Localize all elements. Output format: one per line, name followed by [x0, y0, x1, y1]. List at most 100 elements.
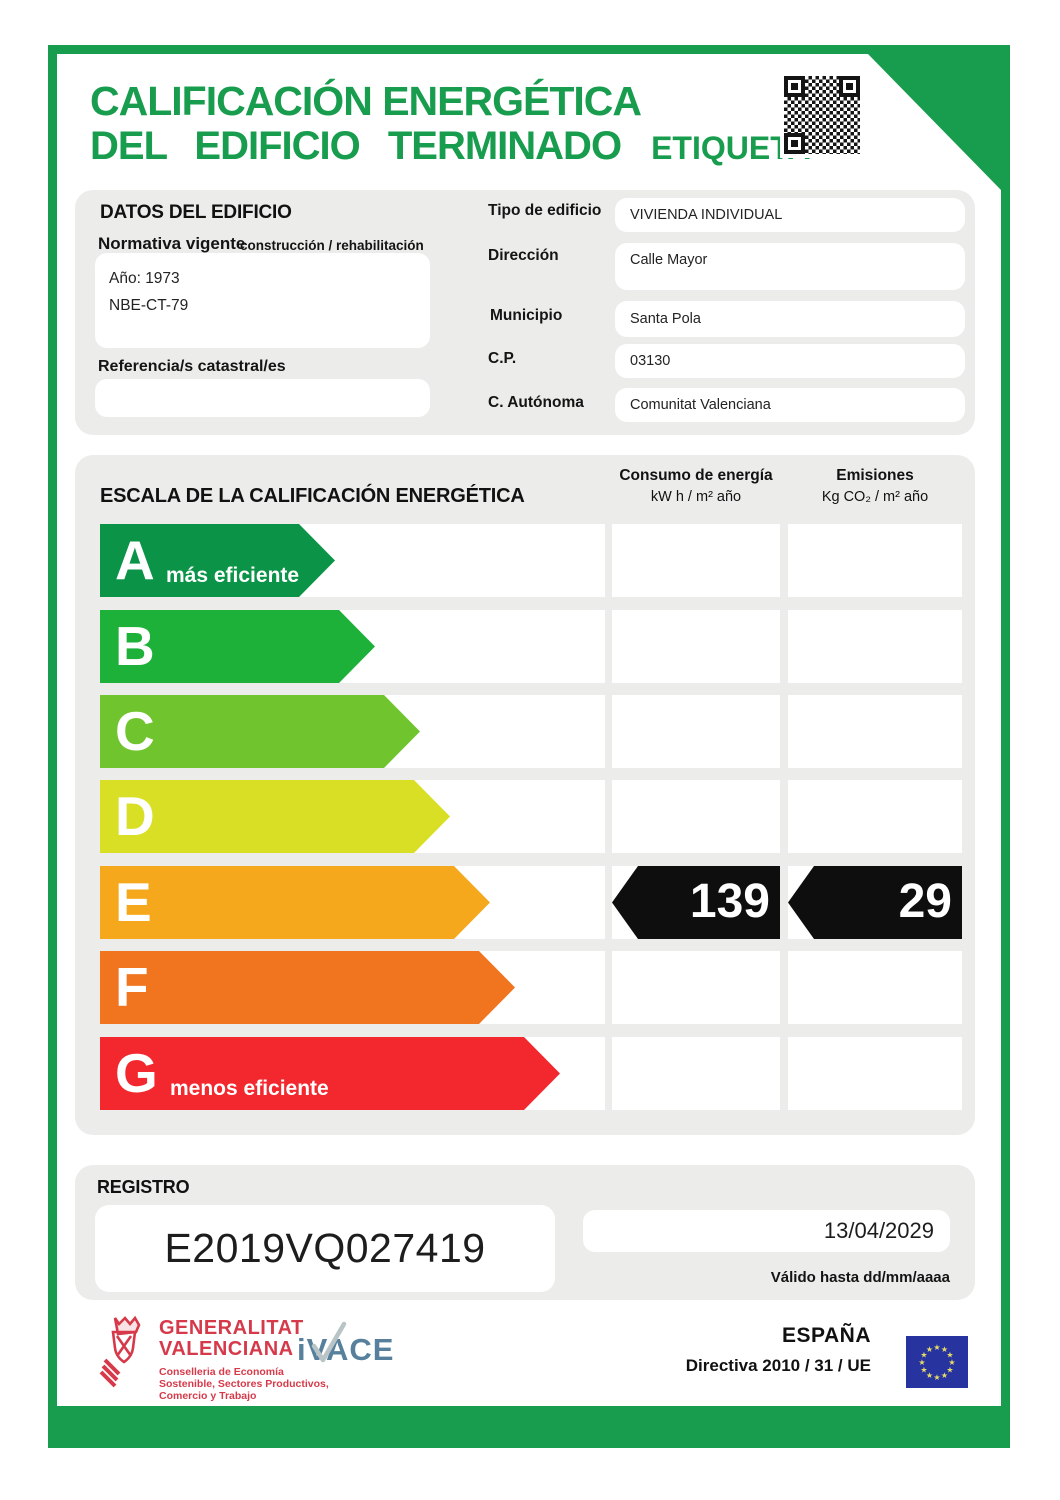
rating-letter-f: F — [115, 956, 149, 1018]
rating-arrow-b: B — [100, 610, 375, 683]
consumption-cell-f — [612, 951, 780, 1024]
certificate-frame: CALIFICACIÓN ENERGÉTICA DEL EDIFICIO TER… — [48, 45, 1010, 1448]
field-label-direccion: Dirección — [488, 247, 559, 264]
field-cp-value: 03130 — [630, 353, 671, 369]
svg-text:★: ★ — [946, 1366, 953, 1375]
page-title-line2-text: DEL EDIFICIO TERMINADO — [90, 124, 622, 168]
gva-department-line2: Sostenible, Sectores Productivos, — [159, 1378, 329, 1390]
valid-until-date-field[interactable]: 13/04/2029 — [583, 1210, 950, 1252]
field-autonoma[interactable]: Comunitat Valenciana — [615, 388, 965, 422]
rating-row-e: E — [100, 866, 605, 939]
rating-arrow-c: C — [100, 695, 420, 768]
qr-finder-icon — [784, 76, 805, 97]
emissions-cell-g — [788, 1037, 962, 1110]
emissions-cell-f — [788, 951, 962, 1024]
rating-letter-c: C — [115, 700, 155, 762]
generalitat-valenciana-emblem-icon — [99, 1315, 141, 1388]
qr-finder-icon — [839, 76, 860, 97]
rating-row-d: D — [100, 780, 605, 853]
gva-line1: GENERALITAT — [159, 1317, 304, 1339]
consumption-value-arrow: 139 — [612, 866, 780, 939]
svg-text:★: ★ — [933, 1373, 940, 1382]
consumption-title: Consumo de energía — [619, 467, 773, 484]
field-direccion-value: Calle Mayor — [630, 252, 708, 268]
corner-triangle-decoration — [868, 54, 1001, 190]
svg-text:★: ★ — [920, 1366, 927, 1375]
svg-text:★: ★ — [941, 1371, 948, 1380]
directive-label: Directiva 2010 / 31 / UE — [685, 1356, 871, 1375]
page-title-line2: DEL EDIFICIO TERMINADO ETIQUETA — [90, 124, 810, 169]
registry-heading: REGISTRO — [97, 1177, 190, 1197]
certificate-body: CALIFICACIÓN ENERGÉTICA DEL EDIFICIO TER… — [57, 54, 1001, 1406]
rating-note-least-efficient: menos eficiente — [170, 1077, 329, 1100]
consumption-cell-a — [612, 524, 780, 597]
energy-scale-panel: ESCALA DE LA CALIFICACIÓN ENERGÉTICA Con… — [75, 455, 975, 1135]
rating-row-g: G menos eficiente — [100, 1037, 605, 1110]
eu-flag-icon: ★ ★★ ★★★ ★★★ ★★★ — [906, 1336, 968, 1388]
field-label-cp: C.P. — [488, 350, 517, 367]
field-autonoma-value: Comunitat Valenciana — [630, 397, 771, 413]
field-label-tipo: Tipo de edificio — [488, 202, 602, 219]
svg-text:★: ★ — [920, 1351, 927, 1360]
rating-note-most-efficient: más eficiente — [166, 564, 300, 587]
consumption-cell-c — [612, 695, 780, 768]
valid-until-label: Válido hasta dd/mm/aaaa — [770, 1269, 950, 1286]
normativa-field[interactable]: Año: 1973 NBE-CT-79 — [95, 253, 430, 348]
footer: GENERALITAT VALENCIANA Conselleria de Ec… — [57, 1310, 1001, 1406]
rating-row-c: C — [100, 695, 605, 768]
gva-department-line1: Conselleria de Economía — [159, 1366, 284, 1378]
rating-arrow-d: D — [100, 780, 450, 853]
normativa-sublabel: construcción / rehabilitación — [240, 238, 424, 253]
field-cp[interactable]: 03130 — [615, 344, 965, 378]
svg-text:★: ★ — [926, 1371, 933, 1380]
normativa-label: Normativa vigente — [98, 234, 246, 253]
emissions-cell-c — [788, 695, 962, 768]
cadastral-ref-field[interactable] — [95, 379, 430, 417]
svg-text:★: ★ — [918, 1358, 925, 1367]
ivace-wordmark: iVACE — [297, 1332, 395, 1367]
svg-text:★: ★ — [926, 1345, 933, 1354]
rating-row-b: B — [100, 610, 605, 683]
normativa-value-year: Año: 1973 — [109, 270, 180, 287]
field-direccion[interactable]: Calle Mayor — [615, 243, 965, 290]
gva-line2: VALENCIANA — [159, 1338, 294, 1360]
rating-row-f: F — [100, 951, 605, 1024]
building-data-panel: DATOS DEL EDIFICIO Normativa vigente con… — [75, 190, 975, 435]
rating-letter-b: B — [115, 615, 155, 677]
rating-letter-g: G — [115, 1042, 158, 1104]
consumption-cell-d — [612, 780, 780, 853]
registry-code-field[interactable]: E2019VQ027419 — [95, 1205, 555, 1292]
field-municipio[interactable]: Santa Pola — [615, 301, 965, 337]
rating-arrow-e: E — [100, 866, 490, 939]
svg-text:★: ★ — [948, 1358, 955, 1367]
emissions-cell-a — [788, 524, 962, 597]
consumption-column-header: Consumo de energía kW h / m² año — [612, 467, 780, 505]
energy-scale-heading: ESCALA DE LA CALIFICACIÓN ENERGÉTICA — [100, 485, 525, 507]
svg-text:★: ★ — [946, 1351, 953, 1360]
field-tipo-value: VIVIENDA INDIVIDUAL — [630, 207, 783, 223]
svg-text:★: ★ — [941, 1345, 948, 1354]
consumption-unit: kW h / m² año — [650, 489, 742, 505]
consumption-cell-e: 139 — [612, 866, 780, 939]
svg-text:★: ★ — [933, 1343, 940, 1352]
consumption-cell-g — [612, 1037, 780, 1110]
rating-arrow-a: A más eficiente — [100, 524, 335, 597]
field-tipo-de-edificio[interactable]: VIVIENDA INDIVIDUAL — [615, 198, 965, 232]
emissions-value-arrow: 29 — [788, 866, 962, 939]
emissions-cell-d — [788, 780, 962, 853]
rating-row-a: A más eficiente — [100, 524, 605, 597]
qr-code-icon — [780, 72, 864, 158]
rating-letter-e: E — [115, 871, 152, 933]
registry-panel: REGISTRO E2019VQ027419 13/04/2029 Válido… — [75, 1165, 975, 1300]
rating-letter-d: D — [115, 785, 155, 847]
country-label: ESPAÑA — [782, 1324, 871, 1347]
rating-letter-a: A — [115, 529, 155, 591]
emissions-title: Emisiones — [836, 467, 914, 484]
qr-finder-icon — [784, 133, 805, 154]
field-municipio-value: Santa Pola — [630, 311, 701, 327]
emissions-column-header: Emisiones Kg CO₂ / m² año — [788, 467, 962, 505]
consumption-cell-b — [612, 610, 780, 683]
emissions-unit: Kg CO₂ / m² año — [821, 489, 929, 505]
cadastral-ref-label: Referencia/s catastral/es — [98, 358, 286, 375]
field-label-municipio: Municipio — [490, 307, 563, 324]
